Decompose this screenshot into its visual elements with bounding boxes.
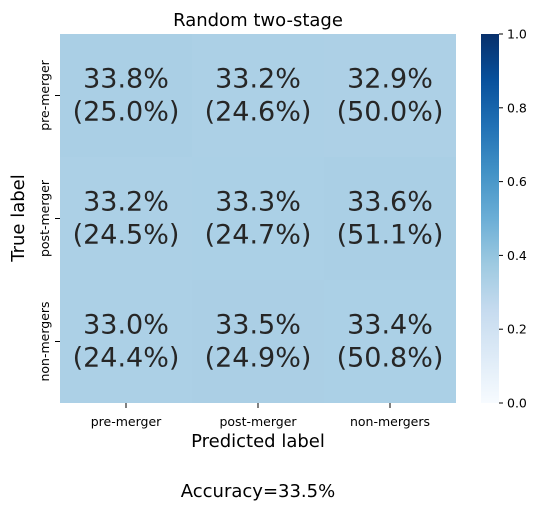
colorbar: 0.0 0.2 0.4 0.6 0.8 1.0 <box>481 27 527 411</box>
cell-percent-label: 33.2% <box>215 64 301 95</box>
heatmap-cell <box>192 34 324 157</box>
cell-share-label: (25.0%) <box>73 97 180 128</box>
cell-share-label: (24.9%) <box>205 343 312 374</box>
heatmap-cell <box>324 34 456 157</box>
heatmap-cell <box>192 157 324 280</box>
x-tick-label: pre-merger <box>91 414 162 429</box>
x-axis-ticks: pre-merger post-merger non-mergers <box>91 403 430 429</box>
cell-percent-label: 33.5% <box>215 310 301 341</box>
cell-percent-label: 32.9% <box>347 64 433 95</box>
heatmap-cell <box>192 280 324 403</box>
y-axis-ticks: pre-merger post-merger non-mergers <box>37 59 60 382</box>
x-tick-label: post-merger <box>219 414 297 429</box>
heatmap-cell <box>324 280 456 403</box>
cell-percent-label: 33.2% <box>83 187 169 218</box>
cell-percent-label: 33.0% <box>83 310 169 341</box>
colorbar-gradient <box>481 34 499 403</box>
cell-share-label: (50.8%) <box>337 343 444 374</box>
heatmap-cells <box>60 34 456 403</box>
cell-share-label: (24.6%) <box>205 97 312 128</box>
x-tick-label: non-mergers <box>350 414 430 429</box>
y-tick-label: post-merger <box>37 179 52 257</box>
heatmap-cell <box>60 34 192 157</box>
colorbar-tick-label: 0.0 <box>507 396 527 411</box>
heatmap-cell <box>60 157 192 280</box>
colorbar-tick-label: 0.4 <box>507 248 527 263</box>
cell-share-label: (51.1%) <box>337 220 444 251</box>
heatmap-cell-labels: 33.8%(25.0%)33.2%(24.6%)32.9%(50.0%)33.2… <box>73 64 444 374</box>
y-tick-label: pre-merger <box>37 59 52 130</box>
cell-percent-label: 33.4% <box>347 310 433 341</box>
y-tick-label: non-mergers <box>37 301 52 381</box>
heatmap-cell <box>60 280 192 403</box>
colorbar-tick-label: 0.8 <box>507 100 527 115</box>
cell-percent-label: 33.6% <box>347 187 433 218</box>
cell-share-label: (50.0%) <box>337 97 444 128</box>
x-axis-label: Predicted label <box>191 431 325 452</box>
colorbar-tick-label: 0.2 <box>507 322 527 337</box>
colorbar-tick-label: 0.6 <box>507 174 527 189</box>
cell-percent-label: 33.8% <box>83 64 169 95</box>
heatmap-cell <box>324 157 456 280</box>
accuracy-footer: Accuracy=33.5% <box>181 481 335 502</box>
cell-share-label: (24.5%) <box>73 220 180 251</box>
cell-percent-label: 33.3% <box>215 187 301 218</box>
cell-share-label: (24.7%) <box>205 220 312 251</box>
y-axis-label: True label <box>8 174 29 263</box>
cell-share-label: (24.4%) <box>73 343 180 374</box>
colorbar-tick-label: 1.0 <box>507 27 527 42</box>
chart-title: Random two-stage <box>173 10 343 31</box>
